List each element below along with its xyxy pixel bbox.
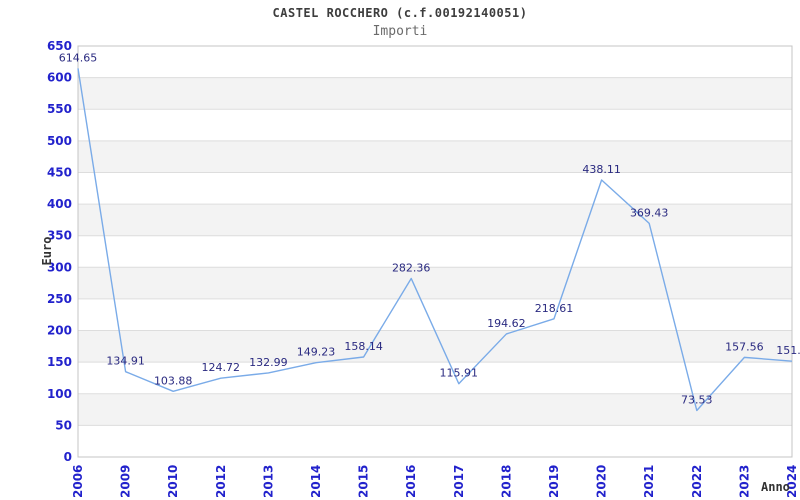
y-tick-label: 450 xyxy=(47,165,72,179)
grid-band xyxy=(78,204,792,236)
data-label: 124.72 xyxy=(202,361,241,374)
y-axis-title: Euro xyxy=(40,237,54,266)
data-label: 132.99 xyxy=(249,356,288,369)
y-tick-label: 500 xyxy=(47,134,72,148)
y-tick-label: 0 xyxy=(64,450,72,464)
data-label: 151.6 xyxy=(776,344,800,357)
y-tick-label: 50 xyxy=(55,418,72,432)
x-tick-label: 2015 xyxy=(357,465,371,498)
y-tick-label: 250 xyxy=(47,292,72,306)
y-tick-label: 650 xyxy=(47,39,72,53)
x-tick-label: 2013 xyxy=(261,465,275,498)
data-line xyxy=(77,68,793,412)
x-tick-label: 2019 xyxy=(547,465,561,498)
data-label: 158.14 xyxy=(344,340,383,353)
y-tick-label: 150 xyxy=(47,355,72,369)
x-tick-label: 2009 xyxy=(119,465,133,498)
x-tick-label: 2018 xyxy=(499,465,513,498)
x-tick-label: 2023 xyxy=(737,465,751,498)
x-tick-label: 2022 xyxy=(690,465,704,498)
x-tick-label: 2014 xyxy=(309,465,323,498)
data-label: 282.36 xyxy=(392,261,431,274)
y-tick-label: 550 xyxy=(47,102,72,116)
data-label: 438.11 xyxy=(582,163,621,176)
x-tick-label: 2021 xyxy=(642,465,656,498)
data-label: 115.91 xyxy=(440,367,479,380)
data-label: 134.91 xyxy=(106,355,145,368)
y-tick-label: 350 xyxy=(47,229,72,243)
x-tick-label: 2024 xyxy=(785,465,799,498)
data-label: 218.61 xyxy=(535,302,574,315)
y-tick-label: 600 xyxy=(47,71,72,85)
chart-title: CASTEL ROCCHERO (c.f.00192140051) xyxy=(272,6,528,20)
x-axis-title: Anno xyxy=(761,480,790,494)
x-tick-label: 2020 xyxy=(595,465,609,498)
data-label: 194.62 xyxy=(487,317,526,330)
data-label: 369.43 xyxy=(630,206,669,219)
y-tick-label: 400 xyxy=(47,197,72,211)
y-tick-label: 100 xyxy=(47,387,72,401)
y-tick-label: 300 xyxy=(47,260,72,274)
grid-band xyxy=(78,267,792,299)
data-label: 73.53 xyxy=(681,394,713,407)
data-label: 149.23 xyxy=(297,346,336,359)
chart-subtitle: Importi xyxy=(372,24,428,39)
data-label: 103.88 xyxy=(154,374,193,387)
data-label: 157.56 xyxy=(725,340,764,353)
y-tick-label: 200 xyxy=(47,324,72,338)
plot-border xyxy=(77,45,793,458)
x-tick-label: 2016 xyxy=(404,465,418,498)
x-tick-label: 2017 xyxy=(452,465,466,498)
grid-band xyxy=(78,77,792,110)
x-tick-label: 2010 xyxy=(166,465,180,498)
x-tick-label: 2012 xyxy=(214,465,228,498)
grid-band xyxy=(78,140,792,173)
grid-band xyxy=(78,330,792,363)
data-label: 614.65 xyxy=(59,51,98,64)
grid-band xyxy=(78,393,792,426)
x-tick-label: 2006 xyxy=(71,465,85,498)
